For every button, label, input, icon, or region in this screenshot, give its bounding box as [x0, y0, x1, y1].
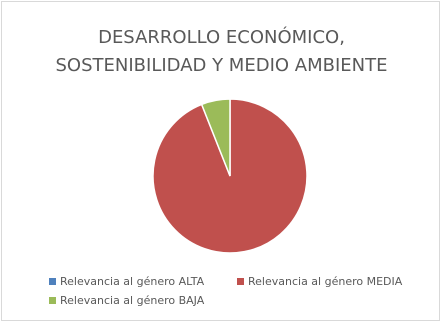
legend-item-alta: Relevancia al género ALTA — [49, 273, 204, 289]
legend-swatch-media — [237, 277, 244, 285]
pie-slices — [152, 98, 308, 254]
legend-item-media: Relevancia al género MEDIA — [237, 273, 402, 289]
legend-label-alta: Relevancia al género ALTA — [60, 274, 205, 288]
slice-baja — [200, 98, 231, 177]
chart-title-line-2: SOSTENIBILIDAD Y MEDIO AMBIENTE — [55, 55, 388, 76]
chart-title-line-1: DESARROLLO ECONÓMICO, — [98, 27, 345, 48]
legend-swatch-baja — [49, 296, 56, 304]
legend-label-media: Relevancia al género MEDIA — [248, 274, 403, 288]
legend-item-baja: Relevancia al género BAJA — [49, 292, 204, 308]
legend-label-baja: Relevancia al género BAJA — [60, 293, 205, 307]
legend-swatch-alta — [49, 277, 56, 285]
